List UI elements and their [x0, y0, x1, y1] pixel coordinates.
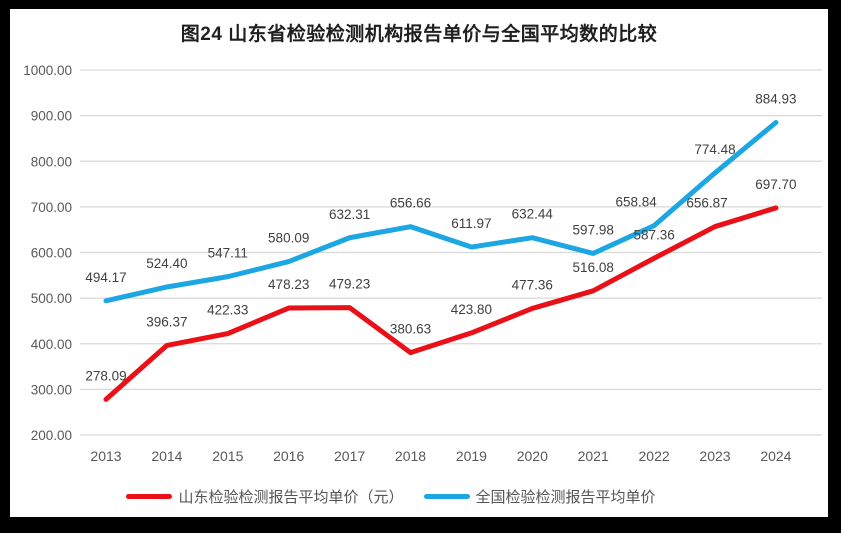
series-line-1	[103, 120, 779, 304]
data-label: 580.09	[268, 231, 309, 246]
red-line-swatch	[126, 494, 173, 499]
data-label: 697.70	[755, 177, 796, 192]
legend-label-national: 全国检验检测报告平均单价	[475, 489, 656, 506]
data-label: 380.63	[390, 322, 431, 337]
legend-item-shandong: 山东检验检测报告平均单价（元）	[126, 486, 404, 507]
x-axis-tick-label: 2018	[395, 448, 426, 464]
data-label: 278.09	[85, 368, 126, 383]
x-axis-tick-label: 2023	[699, 448, 730, 464]
y-axis-tick-label: 200.00	[31, 428, 72, 443]
data-label: 611.97	[451, 216, 491, 231]
data-label: 494.17	[85, 270, 126, 285]
series-line-0	[103, 205, 779, 402]
line-chart-canvas: 1000.00 900.00 800.00 700.00 600.00 500.00 400…	[23, 63, 822, 464]
data-label: 516.08	[573, 260, 614, 275]
data-label: 656.66	[390, 196, 431, 211]
chart-figure: 图24 山东省检验检测机构报告单价与全国平均数的比较 1000.00 900.00…	[10, 9, 828, 517]
data-label: 423.80	[451, 302, 492, 317]
data-label: 524.40	[146, 256, 187, 271]
data-label: 774.48	[694, 142, 735, 157]
x-axis-tick-label: 2024	[760, 448, 791, 464]
data-label: 658.84	[615, 195, 657, 210]
blue-line-swatch	[423, 494, 470, 499]
x-axis-tick-label: 2021	[578, 448, 609, 464]
chart-title: 图24 山东省检验检测机构报告单价与全国平均数的比较	[180, 24, 658, 45]
y-axis-tick-label: 1000.00	[23, 63, 72, 78]
y-axis-tick-label: 300.00	[31, 382, 72, 397]
data-label: 396.37	[146, 314, 187, 329]
x-axis-tick-label: 2016	[273, 448, 304, 464]
data-label: 632.31	[329, 207, 370, 222]
data-label: 477.36	[512, 277, 553, 292]
x-axis-tick-label: 2015	[212, 448, 243, 464]
x-axis-tick-label: 2019	[456, 448, 487, 464]
legend-item-national: 全国检验检测报告平均单价	[423, 486, 656, 507]
data-label: 587.36	[633, 227, 674, 242]
y-axis-tick-label: 600.00	[31, 246, 72, 261]
y-axis-tick-label: 500.00	[31, 291, 72, 306]
data-label: 597.98	[573, 222, 614, 237]
y-axis-tick-label: 800.00	[31, 154, 72, 169]
x-axis-tick-label: 2017	[334, 448, 365, 464]
x-axis-tick-label: 2013	[90, 448, 121, 464]
y-axis-tick-label: 400.00	[31, 337, 72, 352]
legend-label-shandong: 山东检验检测报告平均单价（元）	[178, 489, 404, 506]
x-axis-tick-label: 2020	[517, 448, 548, 464]
data-label: 547.11	[208, 246, 248, 261]
y-axis-tick-label: 700.00	[31, 200, 72, 215]
x-axis-tick-label: 2022	[639, 448, 670, 464]
data-label: 479.23	[329, 277, 370, 292]
data-label: 478.23	[268, 277, 309, 292]
x-axis-tick-label: 2014	[151, 448, 182, 464]
chart-legend: 山东检验检测报告平均单价（元） 全国检验检测报告平均单价	[0, 486, 800, 507]
data-label: 422.33	[207, 303, 248, 318]
data-label: 656.87	[686, 196, 727, 211]
data-label: 632.44	[512, 207, 554, 222]
y-axis-tick-label: 900.00	[31, 109, 72, 124]
data-label: 884.93	[755, 92, 796, 107]
